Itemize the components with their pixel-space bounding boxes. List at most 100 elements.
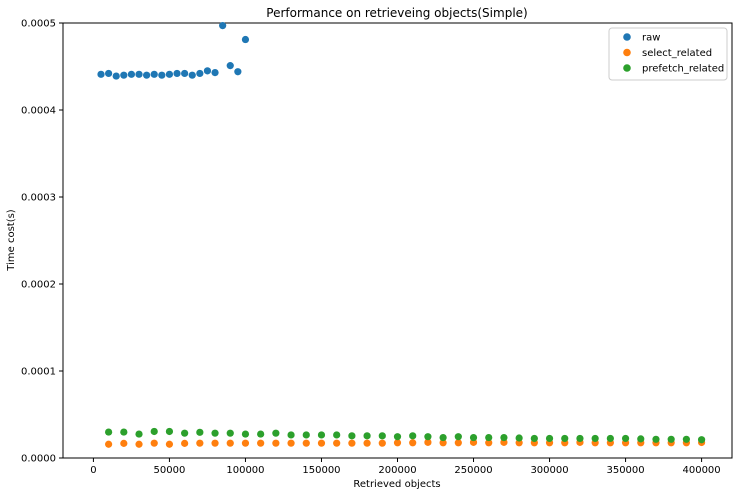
raw-point [241, 35, 250, 44]
x-tick-label: 100000 [226, 465, 264, 476]
prefetch-related-point [667, 435, 675, 443]
chart-title: Performance on retrieveing objects(Simpl… [266, 6, 527, 20]
prefetch-related-point [500, 433, 508, 442]
prefetch-related-point [211, 429, 219, 437]
select-related-point [196, 439, 204, 447]
prefetch-related-point [150, 427, 158, 436]
prefetch-related-point [363, 432, 371, 440]
select-related-point [150, 439, 158, 447]
prefetch-related-point [561, 434, 569, 443]
y-tick-label: 0.0000 [21, 454, 56, 465]
y-tick-label: 0.0003 [21, 193, 56, 204]
prefetch-related-point [409, 432, 417, 440]
x-tick-label: 400000 [682, 465, 720, 476]
x-tick-label: 350000 [606, 465, 644, 476]
raw-point [158, 71, 166, 79]
raw-point [127, 70, 136, 78]
prefetch-related-point [682, 435, 690, 443]
prefetch-related-point [135, 430, 143, 438]
prefetch-related-point [333, 431, 341, 439]
y-tick-label: 0.0005 [21, 19, 56, 30]
legend-marker-select-related [623, 48, 631, 57]
raw-point [135, 70, 143, 78]
select-related-point [424, 438, 432, 446]
raw-point [97, 70, 105, 78]
prefetch-related-point [545, 434, 554, 443]
x-axis-label: Retrieved objects [353, 479, 440, 490]
select-related-point [348, 439, 356, 447]
prefetch-related-point [424, 433, 432, 441]
raw-point [181, 69, 189, 78]
prefetch-related-point [652, 435, 660, 443]
raw-point [226, 62, 234, 70]
prefetch-related-point [317, 431, 326, 439]
raw-point [196, 69, 204, 78]
x-tick-label: 50000 [154, 465, 186, 476]
prefetch-related-point [105, 428, 113, 436]
select-related-point [257, 439, 265, 447]
prefetch-related-point [576, 434, 584, 443]
raw-point [165, 70, 174, 78]
prefetch-related-point [621, 434, 630, 443]
prefetch-related-point [120, 428, 128, 436]
raw-point [112, 72, 120, 80]
legend-marker-raw [623, 33, 631, 41]
x-axis: 0 50000 100000 150000 200000 250000 300000 3500… [90, 458, 721, 476]
select-related-point [439, 439, 447, 447]
select-related-point [241, 439, 250, 447]
prefetch-related-point [378, 432, 386, 440]
legend-label-prefetch-related: prefetch_related [642, 64, 724, 75]
prefetch-related-point [393, 433, 402, 441]
select-related-point [485, 439, 493, 447]
prefetch-related-point [226, 429, 234, 437]
y-axis-label: Time cost(s) [6, 209, 17, 272]
legend-marker-prefetch-related [623, 64, 631, 72]
prefetch-related-point [485, 433, 493, 442]
prefetch-related-point [241, 430, 250, 438]
select-related-point [226, 439, 234, 447]
prefetch-related-point [302, 431, 310, 439]
y-tick-label: 0.0001 [21, 367, 56, 378]
raw-point [203, 67, 212, 75]
select-related-point [454, 439, 462, 447]
prefetch-related-point [439, 433, 447, 442]
select-related-point [211, 439, 219, 447]
select-related-point [409, 439, 417, 447]
select-related-point [302, 439, 310, 447]
prefetch-related-point [591, 434, 599, 443]
y-tick-label: 0.0004 [21, 106, 56, 117]
raw-point [234, 68, 242, 76]
data-points [97, 22, 706, 448]
prefetch-related-point [181, 429, 189, 437]
prefetch-related-point [454, 433, 462, 441]
prefetch-related-point [515, 434, 523, 442]
y-tick-label: 0.0002 [21, 280, 56, 291]
x-tick-label: 150000 [302, 465, 340, 476]
select-related-point [165, 440, 174, 448]
x-tick-label: 200000 [378, 465, 416, 476]
legend-label-raw: raw [642, 33, 660, 44]
prefetch-related-point [606, 434, 614, 443]
select-related-point [272, 439, 280, 447]
prefetch-related-point [637, 435, 645, 443]
raw-point [211, 68, 219, 77]
prefetch-related-point [287, 431, 295, 439]
raw-point [120, 71, 128, 79]
select-related-point [393, 439, 402, 447]
prefetch-related-point [257, 430, 265, 438]
x-tick-label: 0 [90, 465, 96, 476]
raw-point [143, 71, 151, 79]
raw-point [105, 69, 113, 78]
select-related-point [333, 439, 341, 447]
prefetch-related-point [348, 432, 356, 440]
prefetch-related-point [530, 434, 538, 443]
legend: raw select_related prefetch_related [608, 27, 728, 81]
select-related-point [317, 439, 326, 447]
legend-box [608, 27, 728, 81]
select-related-point [363, 439, 371, 447]
select-related-point [287, 439, 295, 447]
x-tick-label: 250000 [454, 465, 492, 476]
select-related-point [105, 440, 113, 448]
